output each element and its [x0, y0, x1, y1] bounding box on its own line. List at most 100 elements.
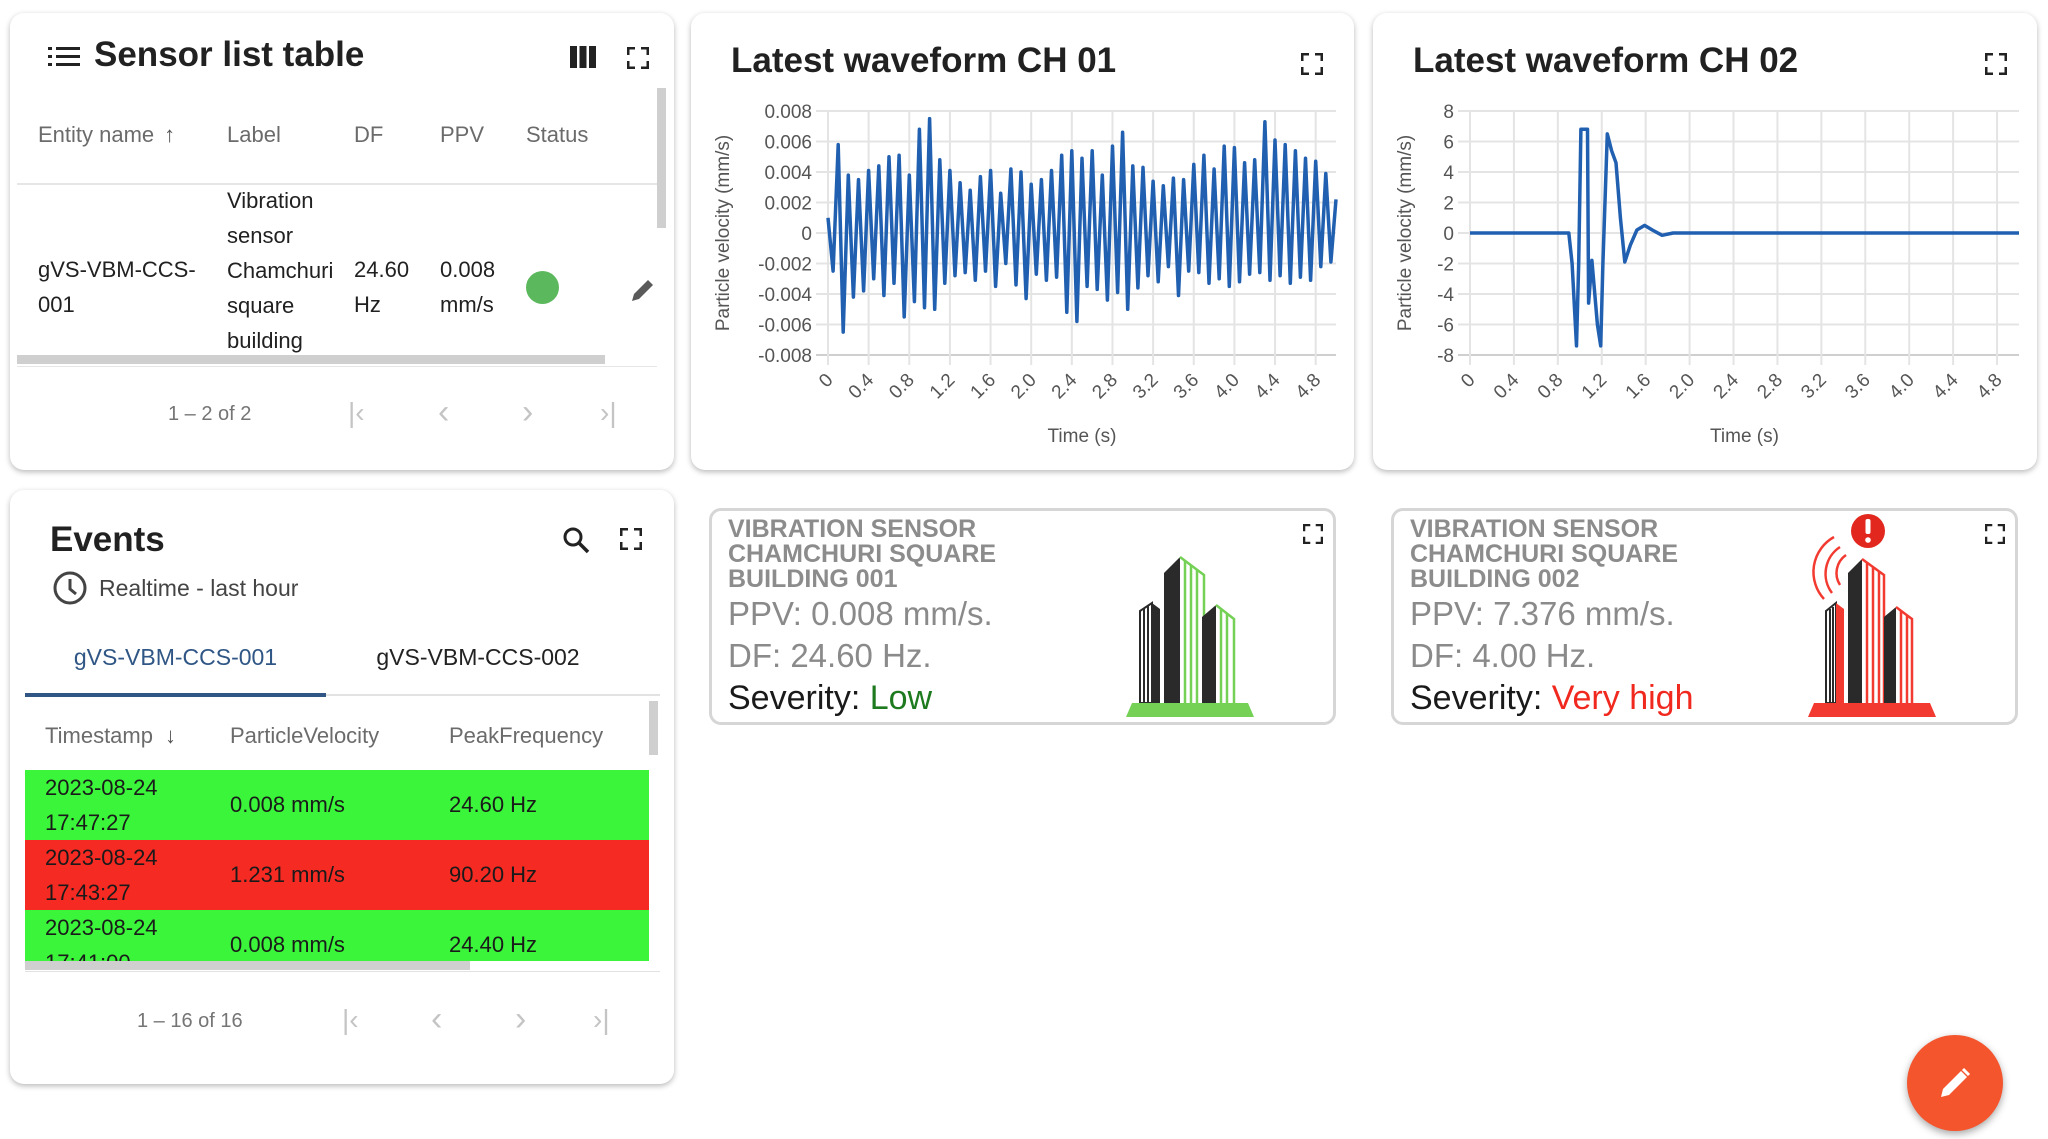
y-tick-label: 8: [1443, 102, 1454, 123]
x-tick-label: 1.2: [1578, 370, 1612, 404]
x-tick-label: 0.8: [885, 370, 919, 404]
y-tick-label: 0.004: [764, 163, 812, 184]
building-icon: [1126, 556, 1254, 717]
pagination-range: 1 – 2 of 2: [168, 403, 252, 425]
x-tick-label: 4.0: [1210, 370, 1244, 404]
ppv-value: PPV: 7.376 mm/s.: [1410, 595, 1675, 632]
column-header-status[interactable]: Status: [526, 122, 589, 147]
tab-gvs-vbm-ccs-002[interactable]: gVS-VBM-CCS-002: [326, 635, 630, 695]
cell-frequency: 90.20 Hz: [449, 862, 538, 887]
clock-icon: [53, 571, 87, 605]
timewindow-label: Realtime - last hour: [99, 575, 299, 601]
waveform-ch02-card: Latest waveform CH 02 8 6 4 2 0 -2 -4 -6 -8 0 0.4 0…: [1373, 13, 2037, 470]
severity-label: Severity:: [728, 679, 861, 717]
fullscreen-icon[interactable]: [1303, 524, 1323, 544]
x-tick-label: 4.4: [1929, 369, 1963, 403]
pencil-icon: [1941, 1067, 1971, 1097]
severity: Severity: Low: [728, 679, 932, 718]
y-tick-label: -8: [1437, 346, 1454, 367]
active-tab-indicator: [25, 693, 326, 697]
horizontal-scrollbar[interactable]: [17, 355, 605, 364]
sensor-status-card-002: Vibration sensor Chamchuri square buildi…: [1391, 508, 2018, 725]
card-title: Events: [50, 520, 165, 559]
df-value: DF: 4.00 Hz.: [1410, 637, 1596, 674]
table-row[interactable]: 2023-08-24 17:41:00 0.008 mm/s 24.40 Hz: [25, 910, 649, 961]
y-tick-label: -0.004: [758, 285, 812, 306]
y-tick-label: -2: [1437, 255, 1454, 276]
vertical-scrollbar[interactable]: [649, 701, 658, 755]
previous-page-icon[interactable]: ‹: [431, 1000, 443, 1038]
table-row[interactable]: 2023-08-24 17:47:27 0.008 mm/s 24.60 Hz: [25, 770, 649, 840]
horizontal-scrollbar[interactable]: [25, 961, 470, 970]
column-header-ppv[interactable]: PPV: [440, 122, 485, 147]
x-tick-label: 0.8: [1534, 370, 1568, 404]
column-header-peak-frequency[interactable]: PeakFrequency: [449, 723, 604, 748]
column-header-timestamp[interactable]: Timestamp ↓: [45, 723, 176, 749]
x-tick-label: 1.6: [967, 370, 1001, 404]
sort-descending-icon: ↓: [164, 723, 176, 748]
last-page-icon[interactable]: ›|: [600, 397, 617, 428]
pagination-range: 1 – 16 of 16: [137, 1010, 243, 1032]
first-page-icon[interactable]: |‹: [348, 397, 365, 428]
y-axis-label: Particle velocity (mm/s): [1395, 135, 1416, 331]
y-axis-label: Particle velocity (mm/s): [713, 135, 734, 331]
vertical-scrollbar[interactable]: [657, 88, 666, 228]
fullscreen-icon[interactable]: [1985, 53, 2007, 75]
column-header-entity-name[interactable]: Entity name ↑: [38, 122, 175, 148]
y-tick-label: 0: [801, 224, 812, 245]
search-icon[interactable]: [562, 526, 590, 554]
next-page-icon[interactable]: ›: [515, 1000, 527, 1038]
x-tick-label: 3.2: [1129, 370, 1163, 404]
x-axis-label: Time (s): [1710, 426, 1779, 447]
waveform-line: [1470, 127, 2019, 348]
y-tick-label: -6: [1437, 316, 1454, 337]
sensor-status-card-001: Vibration sensor Chamchuri square buildi…: [709, 508, 1336, 725]
last-page-icon[interactable]: ›|: [593, 1004, 610, 1035]
column-header-label[interactable]: Label: [227, 122, 281, 147]
column-header-df[interactable]: DF: [354, 122, 384, 147]
cell-velocity: 0.008 mm/s: [230, 792, 345, 817]
fullscreen-icon[interactable]: [1301, 53, 1323, 75]
vibration-waves-icon: [1812, 535, 1847, 600]
x-tick-label: 4.0: [1885, 370, 1919, 404]
cell-timestamp: 2023-08-24 17:43:27: [45, 845, 158, 905]
next-page-icon[interactable]: ›: [522, 393, 534, 431]
tab-gvs-vbm-ccs-001[interactable]: gVS-VBM-CCS-001: [25, 635, 326, 695]
x-tick-label: 4.8: [1292, 370, 1326, 404]
building-alert-icon: [1808, 514, 1936, 717]
fullscreen-icon[interactable]: [627, 47, 649, 69]
column-header-particle-velocity[interactable]: ParticleVelocity: [230, 723, 380, 748]
cell-frequency: 24.40 Hz: [449, 932, 538, 957]
cell-ppv: 0.008 mm/s: [440, 257, 496, 317]
edit-dashboard-button[interactable]: [1907, 1035, 2003, 1131]
x-tick-label: 0.4: [1490, 369, 1524, 403]
status-indicator: [526, 271, 559, 304]
fullscreen-icon[interactable]: [620, 528, 642, 550]
y-tick-label: 4: [1443, 163, 1454, 184]
x-tick-label: 2.8: [1753, 370, 1787, 404]
x-tick-label: 3.2: [1797, 370, 1831, 404]
events-table-body: 2023-08-24 17:47:27 0.008 mm/s 24.60 Hz …: [10, 770, 674, 961]
tabs-divider: [25, 694, 660, 696]
events-card: Events Realtime - last hour gVS-VBM-CCS-…: [10, 490, 674, 1084]
previous-page-icon[interactable]: ‹: [438, 393, 450, 431]
table-row[interactable]: 2023-08-24 17:43:27 1.231 mm/s 90.20 Hz: [25, 840, 649, 910]
column-label: Timestamp: [45, 723, 153, 748]
x-axis-label: Time (s): [1048, 426, 1117, 447]
waveform-line: [826, 116, 1338, 334]
x-tick-label: 0: [1457, 370, 1479, 392]
chart-title: Latest waveform CH 01: [731, 41, 1117, 80]
edit-icon[interactable]: [630, 275, 656, 303]
severity-value: Very high: [1551, 679, 1694, 717]
y-tick-label: -4: [1437, 285, 1454, 306]
ppv-value: PPV: 0.008 mm/s.: [728, 595, 993, 632]
y-tick-label: 0: [1443, 224, 1454, 245]
first-page-icon[interactable]: |‹: [342, 1004, 359, 1035]
severity-value: Low: [869, 679, 933, 717]
x-tick-label: 0: [815, 370, 837, 392]
df-value: DF: 24.60 Hz.: [728, 637, 932, 674]
columns-icon[interactable]: [570, 46, 596, 68]
fullscreen-icon[interactable]: [1985, 524, 2005, 544]
y-tick-label: -0.006: [758, 316, 812, 337]
